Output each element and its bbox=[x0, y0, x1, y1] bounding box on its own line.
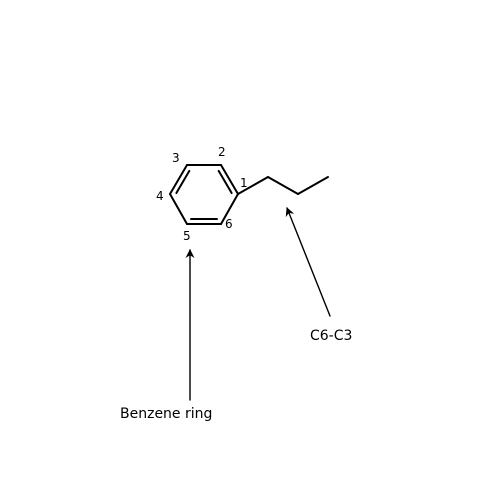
annotation-label-c6-c3: C6-C3 bbox=[310, 328, 352, 344]
atom-label-6: 6 bbox=[225, 217, 233, 231]
bond-inner bbox=[219, 171, 232, 193]
bond bbox=[298, 177, 328, 194]
atom-label-1: 1 bbox=[240, 176, 248, 190]
atom-label-4: 4 bbox=[156, 189, 164, 203]
annotation-arrow-c6-c3 bbox=[287, 208, 330, 316]
atom-label-5: 5 bbox=[183, 229, 191, 243]
bond-inner bbox=[176, 171, 189, 193]
atom-label-3: 3 bbox=[172, 151, 180, 165]
bond bbox=[268, 177, 298, 194]
annotation-label-benzene-ring: Benzene ring bbox=[120, 406, 212, 422]
bond bbox=[170, 194, 187, 224]
atom-label-2: 2 bbox=[218, 145, 226, 159]
